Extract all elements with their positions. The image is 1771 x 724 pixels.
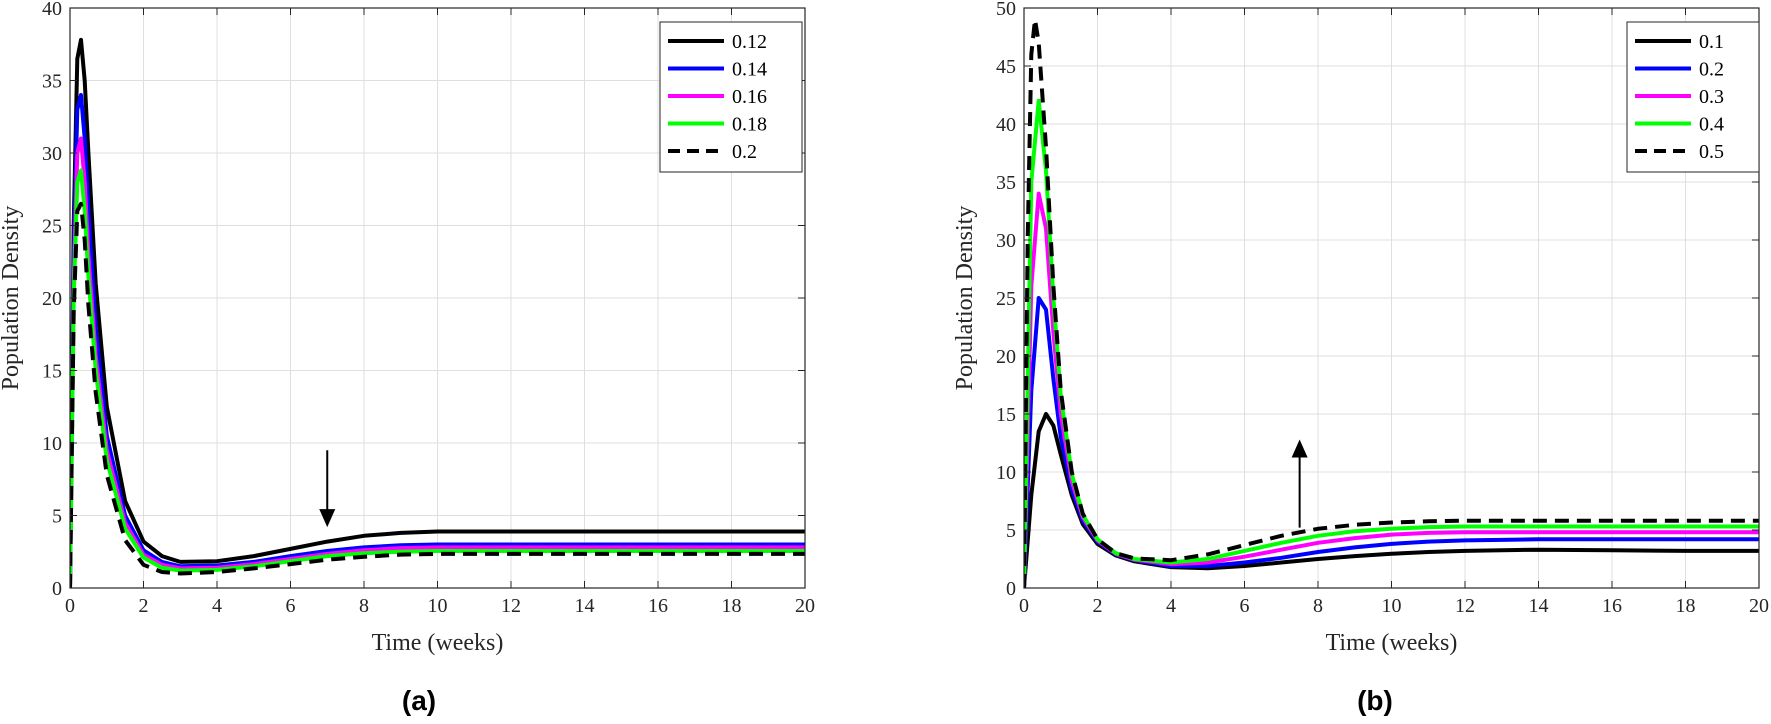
b-series-line-2 [1024,191,1759,588]
b-series-group [1024,17,1759,588]
a-legend-label-4: 0.2 [732,141,757,163]
b-y-tick-label: 15 [996,404,1016,426]
b-y-tick-label: 25 [996,288,1016,310]
b-y-tick-label: 5 [1006,520,1016,542]
a-x-tick-label: 20 [795,595,815,617]
b-x-tick-label: 14 [1529,595,1549,617]
a-y-tick-label: 10 [42,433,62,455]
b-annotation-arrow-head [1291,439,1308,458]
b-legend-label-2: 0.3 [1699,86,1724,108]
a-x-tick-label: 4 [212,595,222,617]
b-series-line-0 [1024,412,1759,588]
a-legend-label-2: 0.16 [732,86,767,108]
b-x-tick-label: 0 [1019,595,1029,617]
b-x-tick-label: 20 [1749,595,1769,617]
b-y-axis-label: Population Density [952,206,978,391]
b-x-tick-label: 8 [1313,595,1323,617]
b-series-line-4 [1024,17,1759,588]
b-x-tick-label: 16 [1602,595,1622,617]
a-x-tick-label: 10 [428,595,448,617]
b-y-tick-label: 0 [1006,578,1016,600]
a-annotation-arrow-head [319,509,336,528]
a-x-tick-label: 2 [139,595,149,617]
b-series-line-1 [1024,296,1759,588]
a-y-tick-label: 25 [42,216,62,238]
chart-panel-b: 0 2 4 6 8 10 12 14 16 18 20 0 5 10 15 20 25 30 35 40 45 50 Tim… [952,0,1769,656]
b-legend-label-4: 0.5 [1699,141,1724,163]
b-x-tick-label: 10 [1382,595,1402,617]
a-x-tick-label: 16 [648,595,668,617]
a-y-axis-label: Population Density [0,206,24,391]
b-y-tick-label: 10 [996,462,1016,484]
b-y-tick-label: 50 [996,0,1016,20]
b-legend-label-1: 0.2 [1699,59,1724,81]
b-legend-label-3: 0.4 [1699,114,1724,136]
b-x-axis-label: Time (weeks) [1326,630,1458,656]
a-x-tick-label: 0 [65,595,75,617]
a-x-tick-label: 12 [501,595,521,617]
a-series-group [70,37,805,588]
a-x-tick-label: 6 [286,595,296,617]
b-y-tick-label: 35 [996,172,1016,194]
a-legend-label-1: 0.14 [732,59,767,81]
a-y-tick-label: 20 [42,288,62,310]
panel-a-caption: (a) [402,685,436,716]
b-x-tick-label: 4 [1166,595,1176,617]
b-y-tick-label: 40 [996,114,1016,136]
a-x-axis-label: Time (weeks) [372,630,504,656]
a-y-tick-label: 5 [52,506,62,528]
a-x-tick-label: 8 [359,595,369,617]
a-y-tick-label: 30 [42,143,62,165]
b-y-tick-label: 20 [996,346,1016,368]
b-y-tick-label: 45 [996,56,1016,78]
a-x-tick-label: 14 [575,595,595,617]
a-y-tick-label: 15 [42,361,62,383]
a-series-line-2 [70,136,805,588]
b-x-tick-label: 18 [1676,595,1696,617]
a-series-line-0 [70,37,805,588]
a-legend-label-3: 0.18 [732,114,767,136]
a-y-tick-label: 0 [52,578,62,600]
b-legend-label-0: 0.1 [1699,31,1724,53]
b-x-tick-label: 6 [1240,595,1250,617]
a-y-tick-label: 35 [42,71,62,93]
a-legend-label-0: 0.12 [732,31,767,53]
chart-panel-a: 0 2 4 6 8 10 12 14 16 18 20 0 5 10 15 20 25 30 35 40 Time (w… [0,0,815,656]
a-y-tick-label: 40 [42,0,62,20]
b-x-tick-label: 12 [1455,595,1475,617]
a-series-line-3 [70,168,805,588]
panel-b-caption: (b) [1357,685,1393,716]
b-x-tick-label: 2 [1093,595,1103,617]
a-x-tick-label: 18 [722,595,742,617]
a-series-line-1 [70,93,805,588]
b-y-tick-label: 30 [996,230,1016,252]
